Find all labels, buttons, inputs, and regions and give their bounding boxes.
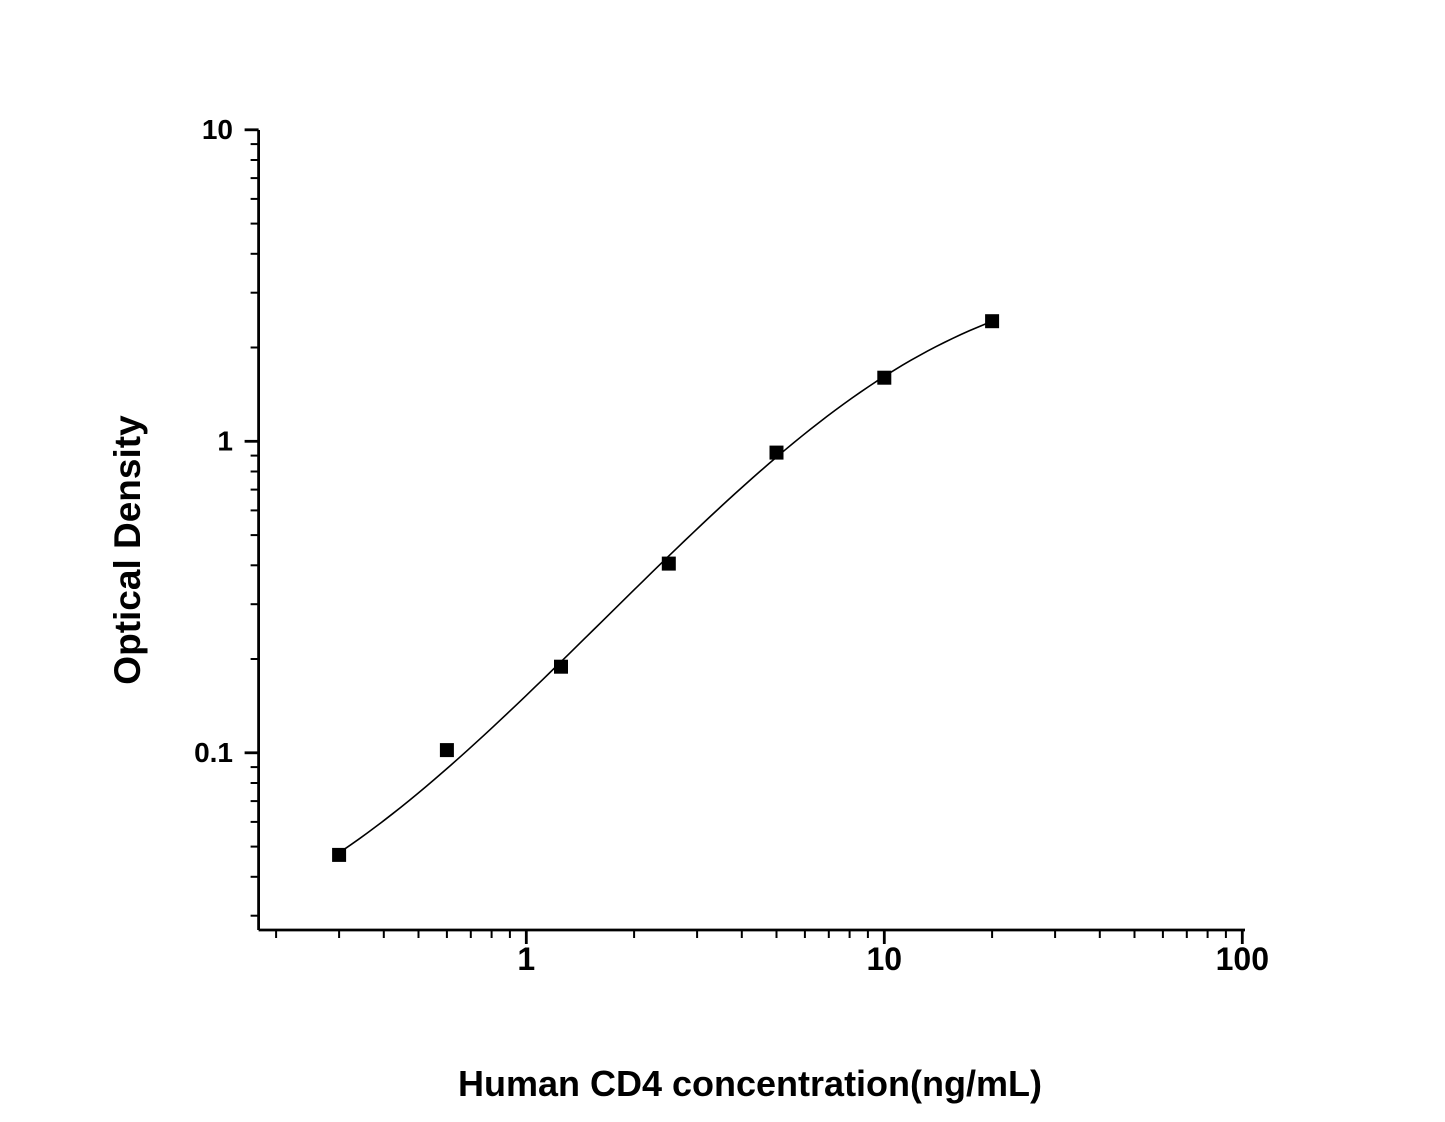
svg-text:0.1: 0.1 — [194, 737, 233, 768]
svg-text:Optical Density: Optical Density — [107, 415, 148, 685]
svg-text:10: 10 — [867, 941, 903, 977]
svg-text:1: 1 — [217, 425, 233, 456]
svg-text:1: 1 — [517, 941, 535, 977]
svg-text:Human CD4 concentration(ng/mL): Human CD4 concentration(ng/mL) — [458, 1063, 1042, 1104]
svg-text:100: 100 — [1216, 941, 1269, 977]
svg-text:10: 10 — [202, 114, 233, 145]
